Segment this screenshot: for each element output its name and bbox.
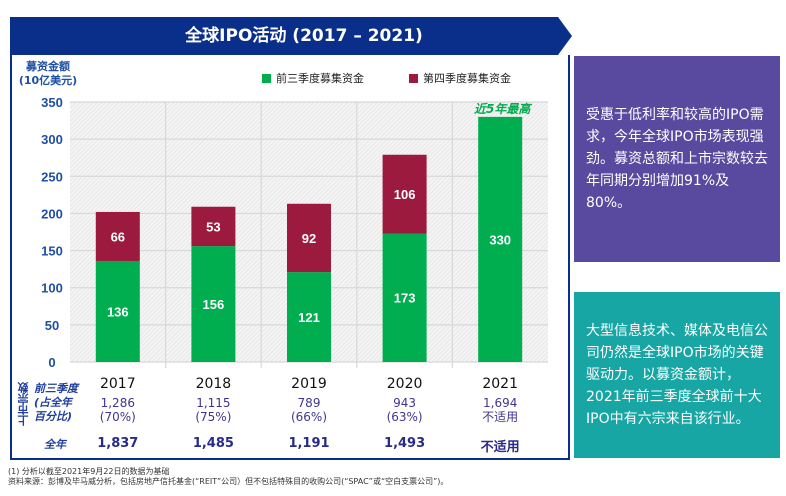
bar-2020-series-0	[382, 233, 427, 362]
y-tick-label: 150	[41, 244, 63, 259]
row-label-line: 前三季度	[34, 382, 78, 395]
ipo-count-full-year: 1,493	[384, 436, 426, 451]
ipo-count-q1-q3: 789	[297, 396, 321, 410]
legend-swatch-red	[409, 73, 418, 83]
ipo-count-q1-q3: 1,694	[483, 396, 518, 410]
banner-arrow	[558, 17, 572, 55]
data-label: 121	[298, 310, 320, 325]
legend-item-fourth-quarter: 第四季度募集资金	[409, 70, 511, 86]
y-tick-label: 50	[45, 318, 59, 333]
insight-panel-tmt: 大型信息技术、媒体及电信公司仍然是全球IPO市场的关键驱动力。以募资金额计，20…	[574, 292, 780, 458]
ipo-percent-of-year: (75%)	[195, 410, 232, 424]
ipo-percent-of-year: (66%)	[290, 410, 328, 424]
ipo-percent-of-year: (63%)	[386, 410, 423, 424]
bar-2020-series-1	[382, 154, 427, 234]
ipo-count-full-year: 1,485	[192, 436, 234, 451]
footnote: (1) 分析以截至2021年9月22日的数据为基础	[8, 467, 170, 476]
annotation-label: 近5年最高	[474, 102, 532, 116]
y-tick-label: 100	[41, 281, 63, 296]
chart-title: 全球IPO活动 (2017 – 2021)	[185, 26, 423, 46]
bar-2017-series-0	[95, 260, 140, 362]
y-axis-label-line2: (10亿美元)	[18, 74, 78, 87]
y-tick-label: 250	[41, 169, 63, 184]
data-label: 106	[394, 187, 416, 202]
ipo-count-q1-q3: 1,286	[100, 396, 135, 410]
bar-2019-series-1	[287, 203, 331, 273]
data-label: 136	[107, 304, 129, 319]
legend-swatch-green	[262, 73, 271, 83]
legend-label: 第四季度募集资金	[423, 72, 511, 85]
data-label: 173	[394, 291, 416, 306]
data-label: 330	[489, 232, 511, 247]
source-note: 资料来源：彭博及毕马威分析，包括房地产信托基金(“REIT”公司）但不包括特殊目…	[8, 477, 449, 486]
data-label: 156	[203, 297, 225, 312]
row-label-full-year: 全年	[44, 438, 66, 451]
ipo-count-q1-q3: 1,115	[196, 396, 231, 410]
data-label: 92	[302, 231, 316, 246]
row-label-first-three-quarters: 前三季度 (占全年 百分比)	[34, 382, 84, 424]
y-tick-label: 350	[41, 95, 63, 110]
y-tick-label: 0	[48, 355, 55, 370]
year-label: 2019	[291, 376, 327, 392]
data-label: 66	[111, 229, 125, 244]
bar-2018-series-0	[191, 246, 236, 362]
ipo-count-group-label: 上市宗数	[17, 382, 30, 426]
insight-panel-market: 受惠于低利率和较高的IPO需求，今年全球IPO市场表现强劲。募资总额和上市宗数较…	[574, 56, 780, 262]
bar-2017-series-1	[95, 211, 140, 261]
year-label: 2021	[482, 376, 518, 392]
data-label: 53	[206, 219, 220, 234]
bar-2018-series-1	[191, 206, 236, 247]
ipo-count-full-year: 不适用	[480, 440, 520, 455]
ipo-count-q1-q3: 943	[393, 396, 417, 410]
y-axis-label: 募资金额 (10亿美元)	[16, 60, 80, 88]
title-banner	[10, 17, 558, 55]
ipo-count-full-year: 1,191	[288, 436, 330, 451]
y-tick-label: 300	[41, 132, 63, 147]
year-label: 2017	[99, 376, 136, 392]
bar-2021-series-0	[478, 116, 523, 362]
bar-2019-series-0	[287, 272, 331, 362]
row-label-line: 百分比)	[34, 410, 73, 423]
year-label: 2020	[386, 376, 423, 392]
year-label: 2018	[195, 376, 232, 392]
y-tick-label: 200	[41, 206, 63, 221]
ipo-percent-of-year: (70%)	[99, 410, 136, 424]
ipo-count-full-year: 1,837	[97, 436, 139, 451]
row-label-line: (占全年	[34, 396, 73, 409]
y-axis-label-line1: 募资金额	[26, 60, 70, 73]
legend-item-first-three-quarters: 前三季度募集资金	[262, 70, 364, 86]
ipo-percent-of-year: 不适用	[482, 410, 519, 424]
legend-label: 前三季度募集资金	[276, 72, 364, 85]
chart-frame	[10, 55, 570, 460]
